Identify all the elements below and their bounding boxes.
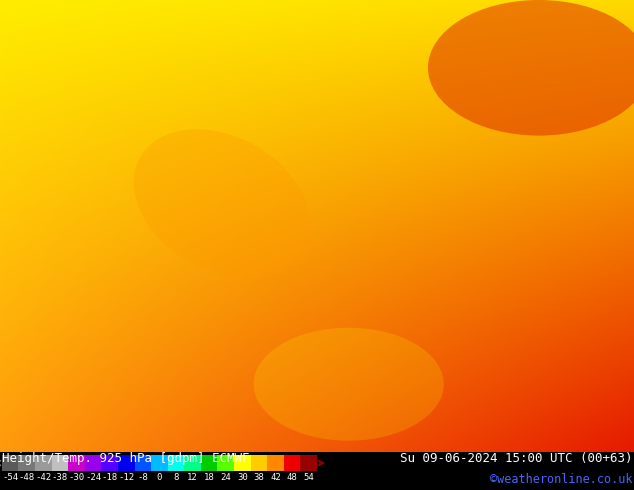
Text: -12: -12 [118,473,134,482]
Text: -48: -48 [19,473,35,482]
Bar [134,455,151,471]
Text: 8: 8 [173,473,179,482]
Text: 30: 30 [237,473,248,482]
Bar [151,455,168,471]
Bar [284,455,301,471]
Text: -18: -18 [101,473,118,482]
Text: -30: -30 [68,473,84,482]
Text: 42: 42 [270,473,281,482]
Bar [51,455,68,471]
Text: Su 09-06-2024 15:00 UTC (00+63): Su 09-06-2024 15:00 UTC (00+63) [400,452,633,465]
Bar [2,455,18,471]
Bar [250,455,268,471]
Bar [184,455,201,471]
Ellipse shape [428,0,634,136]
Bar [85,455,101,471]
Text: 18: 18 [204,473,214,482]
Text: -54: -54 [2,473,18,482]
Bar [201,455,217,471]
Text: -8: -8 [138,473,148,482]
Text: -42: -42 [36,473,51,482]
Text: 38: 38 [254,473,264,482]
Bar [217,455,234,471]
Bar [101,455,118,471]
Text: ©weatheronline.co.uk: ©weatheronline.co.uk [490,473,633,486]
Bar [35,455,51,471]
Text: 0: 0 [157,473,162,482]
Text: 48: 48 [287,473,297,482]
Text: 54: 54 [303,473,314,482]
Ellipse shape [254,328,444,441]
Bar [68,455,85,471]
Text: Height/Temp. 925 hPa [gdpm] ECMWF: Height/Temp. 925 hPa [gdpm] ECMWF [2,452,249,465]
Bar [301,455,317,471]
Ellipse shape [134,129,310,277]
Bar [234,455,250,471]
Text: 12: 12 [187,473,198,482]
Bar [18,455,35,471]
Bar [168,455,184,471]
Text: -24: -24 [85,473,101,482]
Bar [268,455,284,471]
Bar [118,455,134,471]
Text: 24: 24 [221,473,231,482]
Text: -38: -38 [52,473,68,482]
